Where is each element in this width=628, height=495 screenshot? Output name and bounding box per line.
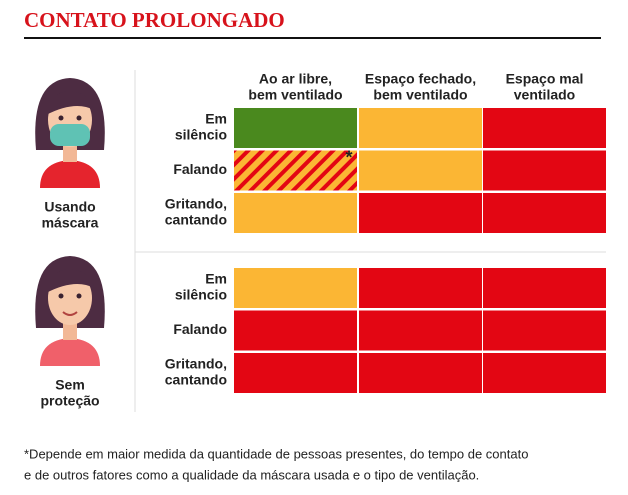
- risk-cell: [483, 353, 606, 393]
- risk-cell: [359, 310, 482, 351]
- person-neck: [63, 320, 77, 340]
- risk-cell: [359, 353, 482, 393]
- row-label: silêncio: [175, 127, 227, 143]
- person-mask: [50, 124, 90, 146]
- risk-cell: [483, 108, 606, 148]
- column-header: ventilado: [514, 87, 575, 103]
- person-eye: [76, 115, 82, 121]
- person-fringe: [46, 91, 94, 115]
- risk-cell: [234, 108, 357, 148]
- row-label: Falando: [173, 161, 227, 177]
- row-label: Gritando,: [165, 356, 227, 372]
- row-label: Em: [205, 111, 227, 127]
- person-eye: [58, 293, 64, 299]
- risk-cell: [234, 310, 357, 351]
- person-shirt: [40, 160, 100, 188]
- risk-cell: [234, 353, 357, 393]
- cell-note: *: [345, 147, 352, 167]
- risk-cell: [483, 150, 606, 191]
- risk-cell: [483, 193, 606, 233]
- person-neck: [63, 142, 77, 162]
- column-header: Espaço mal: [506, 71, 584, 87]
- footnote: e de outros fatores como a qualidade da …: [24, 467, 479, 482]
- row-label: cantando: [165, 372, 227, 388]
- person-eye: [58, 115, 64, 121]
- title: CONTATO PROLONGADO: [24, 8, 285, 32]
- row-label: cantando: [165, 212, 227, 228]
- risk-cell: [359, 108, 482, 148]
- group-label: proteção: [40, 393, 99, 409]
- footnote: *Depende em maior medida da quantidade d…: [24, 446, 528, 461]
- person-mouth: [62, 311, 78, 316]
- column-header: bem ventilado: [373, 87, 467, 103]
- person-fringe: [46, 269, 94, 293]
- row-label: Falando: [173, 321, 227, 337]
- risk-cell: [359, 150, 482, 191]
- column-header: bem ventilado: [248, 87, 342, 103]
- row-label: Em: [205, 271, 227, 287]
- group-label: Sem: [55, 377, 85, 393]
- risk-cell: [483, 268, 606, 308]
- risk-cell: [234, 268, 357, 308]
- person-eye: [76, 293, 82, 299]
- group-label: Usando: [44, 199, 95, 215]
- risk-cell: [359, 268, 482, 308]
- row-label: Gritando,: [165, 196, 227, 212]
- person-shirt: [40, 338, 100, 366]
- group-label: máscara: [42, 215, 99, 231]
- risk-cell: [234, 150, 357, 191]
- risk-cell: [234, 193, 357, 233]
- risk-cell: [359, 193, 482, 233]
- column-header: Ao ar libre,: [259, 71, 332, 87]
- column-header: Espaço fechado,: [365, 71, 476, 87]
- row-label: silêncio: [175, 287, 227, 303]
- risk-cell: [483, 310, 606, 351]
